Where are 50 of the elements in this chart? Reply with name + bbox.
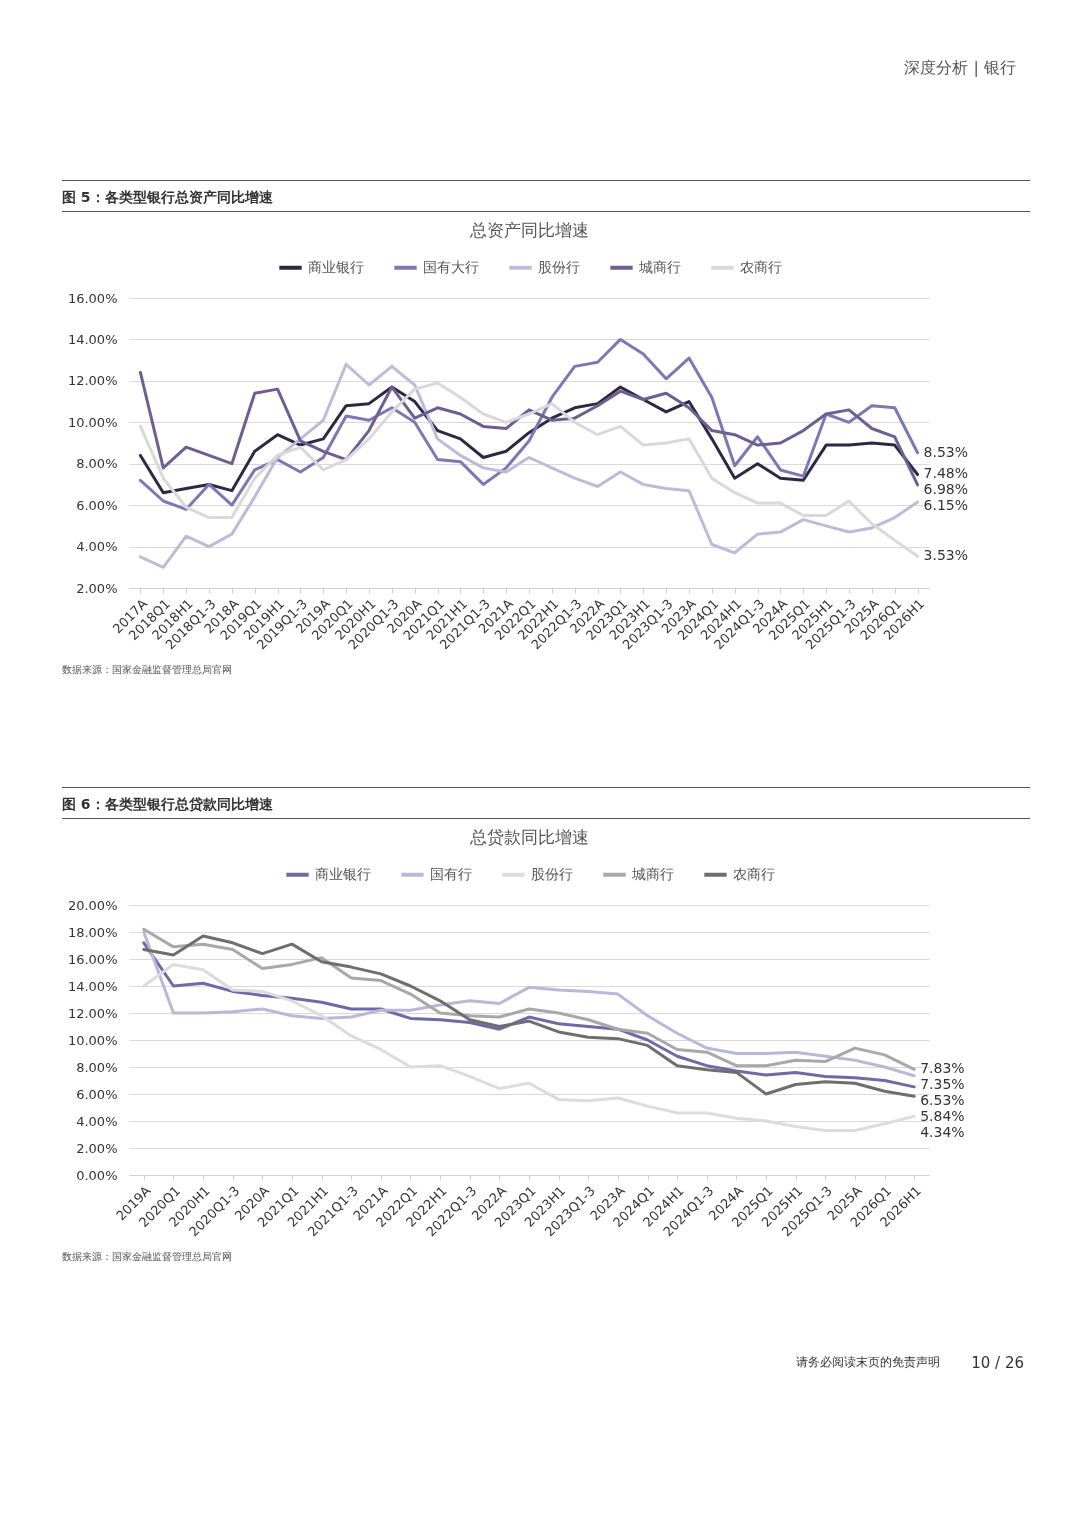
legend-label: 农商行 bbox=[733, 865, 775, 882]
legend-label: 股份行 bbox=[531, 865, 573, 882]
text: 深度分析 | 银行 bbox=[904, 58, 1016, 79]
legend-label: 商业银行 bbox=[315, 865, 371, 882]
legend-label: 商业银行 bbox=[308, 258, 364, 275]
y-tick-label: 2.00% bbox=[76, 1140, 118, 1156]
y-tick-label: 4.00% bbox=[76, 539, 118, 555]
text: 请务必阅读末页的免责声明 bbox=[796, 1354, 940, 1371]
y-tick-label: 12.00% bbox=[67, 1005, 118, 1021]
legend-label: 农商行 bbox=[740, 258, 782, 275]
y-tick-label: 8.00% bbox=[76, 456, 118, 472]
chart-title: 图 6：各类型银行总贷款同比增速 bbox=[62, 787, 1030, 819]
data-label: 7.83% bbox=[920, 1060, 965, 1077]
y-tick-label: 6.00% bbox=[76, 497, 118, 513]
data-label: 7.48% bbox=[923, 465, 969, 482]
data-label: 6.15% bbox=[923, 497, 969, 514]
y-tick-label: 20.00% bbox=[67, 897, 118, 913]
legend-label: 城商行 bbox=[638, 258, 681, 275]
data-label: 8.53% bbox=[923, 443, 969, 460]
data-label: 7.35% bbox=[920, 1076, 965, 1093]
y-tick-label: 16.00% bbox=[67, 951, 118, 967]
y-tick-label: 2.00% bbox=[76, 580, 118, 596]
y-tick-label: 16.00% bbox=[67, 290, 118, 306]
legend-label: 国有大行 bbox=[423, 258, 479, 275]
text: 10 / 26 bbox=[971, 1354, 1024, 1372]
y-tick-label: 14.00% bbox=[67, 331, 118, 347]
line-series bbox=[138, 337, 920, 511]
line-series bbox=[138, 371, 920, 487]
chart-subtitle: 总贷款同比增速 bbox=[468, 827, 589, 847]
legend-label: 城商行 bbox=[631, 865, 674, 882]
data-label: 5.84% bbox=[920, 1108, 965, 1125]
data-label: 6.53% bbox=[920, 1092, 965, 1109]
data-label: 4.34% bbox=[920, 1124, 965, 1141]
y-tick-label: 8.00% bbox=[76, 1059, 118, 1075]
data-label: 3.53% bbox=[923, 547, 969, 564]
chart-title: 图 5：各类型银行总资产同比增速 bbox=[62, 180, 1030, 212]
data-label: 6.98% bbox=[923, 481, 969, 498]
y-tick-label: 4.00% bbox=[76, 1113, 118, 1129]
y-tick-label: 0.00% bbox=[76, 1167, 118, 1183]
y-tick-label: 14.00% bbox=[67, 978, 118, 994]
y-tick-label: 12.00% bbox=[67, 373, 118, 389]
chart-subtitle: 总资产同比增速 bbox=[468, 220, 589, 240]
legend-label: 国有行 bbox=[430, 865, 472, 882]
source-note: 数据来源：国家金融监督管理总局官网 bbox=[62, 663, 233, 677]
y-tick-label: 10.00% bbox=[67, 414, 118, 430]
y-tick-label: 6.00% bbox=[76, 1086, 118, 1102]
source-note: 数据来源：国家金融监督管理总局官网 bbox=[62, 1250, 233, 1264]
y-tick-label: 18.00% bbox=[67, 924, 118, 940]
legend-label: 股份行 bbox=[538, 258, 580, 275]
y-tick-label: 10.00% bbox=[67, 1032, 118, 1048]
